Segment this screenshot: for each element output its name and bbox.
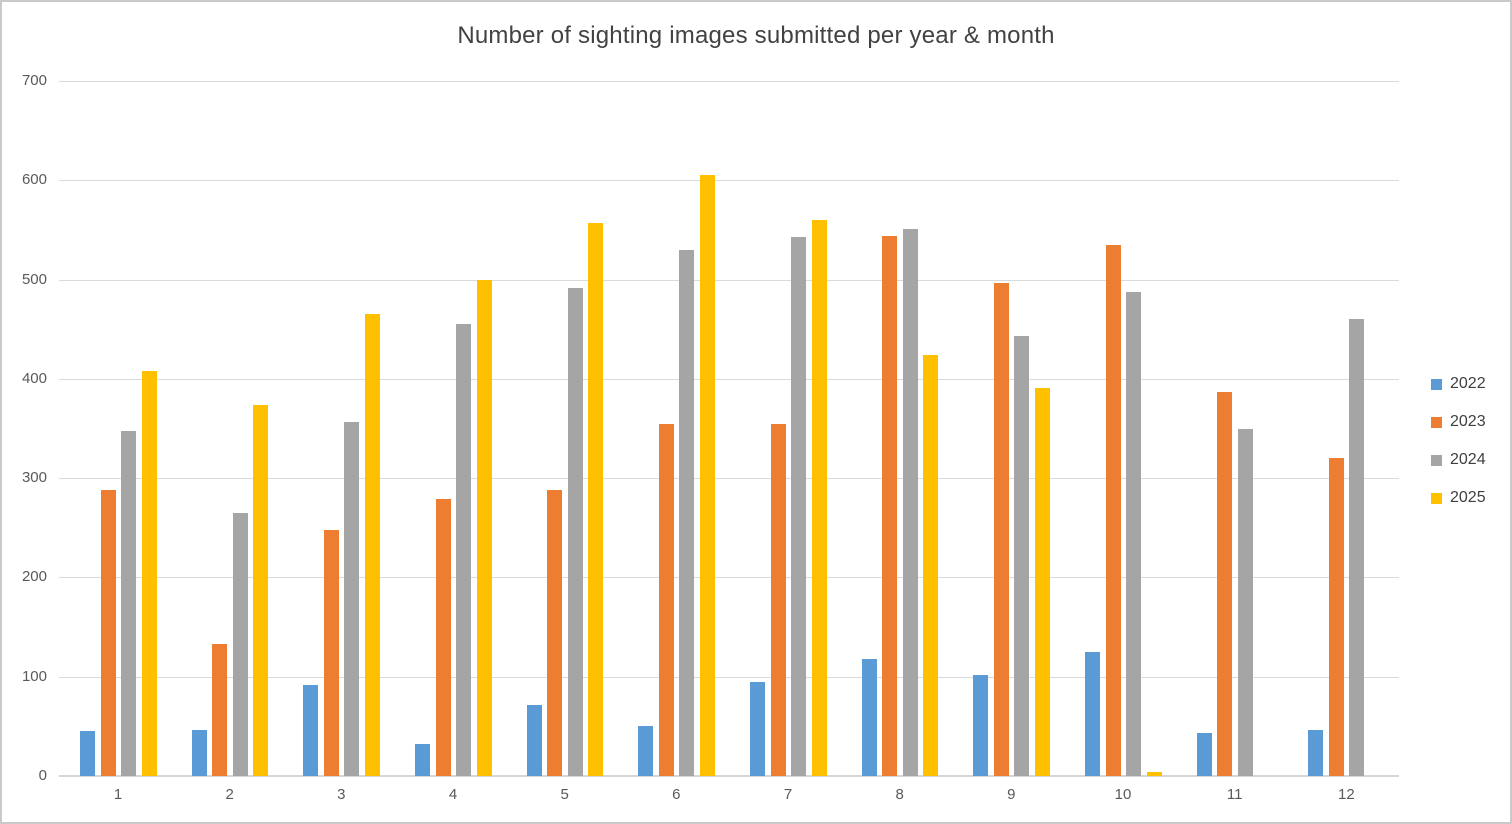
y-tick-label-300: 300 xyxy=(21,469,47,487)
y-tick-label-500: 500 xyxy=(21,270,47,288)
legend-marker-icon xyxy=(1431,378,1442,390)
bar-2025-month-10 xyxy=(1146,772,1162,776)
bar-2024-month-10 xyxy=(1126,292,1141,776)
x-tick-label-1: 1 xyxy=(113,786,123,803)
bar-2023-month-12 xyxy=(1328,458,1344,776)
bar-2025-month-3 xyxy=(364,314,380,776)
legend-label: 2025 xyxy=(1450,489,1486,506)
bar-2025-month-2 xyxy=(253,404,269,776)
bar-2023-month-6 xyxy=(658,423,674,776)
bar-2023-month-5 xyxy=(547,490,563,776)
bar-2022-month-4 xyxy=(415,744,430,776)
gridline-100 xyxy=(59,676,1399,678)
y-tick-label-100: 100 xyxy=(21,667,47,685)
gridline-300 xyxy=(59,478,1399,480)
x-tick-label-2: 2 xyxy=(225,786,234,803)
chart-legend: 2022 2023 2024 2025 xyxy=(1431,374,1486,526)
bar-2025-month-4 xyxy=(476,279,492,776)
y-tick-label-0: 0 xyxy=(38,767,47,784)
bar-2023-month-8 xyxy=(882,235,898,776)
bar-2023-month-10 xyxy=(1105,244,1121,776)
x-axis-line xyxy=(59,775,1399,777)
bar-2022-month-1 xyxy=(80,731,95,776)
bar-2023-month-1 xyxy=(100,490,116,776)
legend-marker-icon xyxy=(1431,492,1442,504)
legend-marker-icon xyxy=(1431,416,1442,428)
legend-entry-2023: 2023 xyxy=(1431,412,1486,432)
gridline-500 xyxy=(59,279,1399,281)
legend-marker-icon xyxy=(1431,454,1442,466)
bar-2025-month-7 xyxy=(811,220,827,776)
legend-entry-2024: 2024 xyxy=(1431,450,1486,470)
x-tick-label-10: 10 xyxy=(1114,786,1132,803)
bar-2023-month-9 xyxy=(993,282,1009,776)
bar-2025-month-5 xyxy=(588,222,604,776)
bar-2023-month-2 xyxy=(212,643,228,776)
bar-2024-month-5 xyxy=(567,287,583,776)
bar-2023-month-3 xyxy=(323,529,339,776)
bar-2023-month-7 xyxy=(770,423,786,776)
bar-2024-month-8 xyxy=(902,228,918,776)
x-tick-label-4: 4 xyxy=(448,786,458,803)
bar-2022-month-7 xyxy=(750,681,765,776)
x-tick-label-5: 5 xyxy=(560,786,569,803)
bar-2022-month-10 xyxy=(1085,651,1100,776)
x-tick-label-7: 7 xyxy=(783,786,793,803)
x-tick-label-6: 6 xyxy=(672,786,681,803)
bar-2025-month-1 xyxy=(141,370,157,776)
bar-2024-month-2 xyxy=(232,512,248,776)
bar-2024-month-9 xyxy=(1014,336,1030,776)
bar-2022-month-11 xyxy=(1196,733,1212,776)
bar-2025-month-8 xyxy=(923,355,939,776)
x-tick-label-9: 9 xyxy=(1007,786,1016,803)
bar-2022-month-12 xyxy=(1308,730,1324,776)
x-tick-label-12: 12 xyxy=(1337,786,1355,803)
bar-2022-month-2 xyxy=(191,730,207,776)
y-tick-label-600: 600 xyxy=(21,171,47,189)
legend-label: 2023 xyxy=(1450,413,1486,430)
bar-2024-month-6 xyxy=(679,249,695,776)
bar-2022-month-3 xyxy=(303,684,319,776)
bar-2022-month-9 xyxy=(973,674,989,776)
legend-label: 2022 xyxy=(1450,375,1486,392)
bar-2024-month-1 xyxy=(121,431,136,776)
x-tick-label-8: 8 xyxy=(895,786,904,803)
gridline-600 xyxy=(59,180,1399,182)
gridline-700 xyxy=(59,81,1399,82)
y-tick-label-700: 700 xyxy=(21,72,47,89)
bar-2023-month-4 xyxy=(435,498,451,776)
legend-entry-2022: 2022 xyxy=(1431,374,1486,394)
x-tick-label-11: 11 xyxy=(1226,786,1243,803)
bar-2025-month-9 xyxy=(1034,387,1050,776)
x-tick-label-3: 3 xyxy=(337,786,346,803)
bar-2022-month-6 xyxy=(638,726,654,776)
y-tick-label-200: 200 xyxy=(21,568,47,586)
gridline-200 xyxy=(59,577,1399,579)
bar-2024-month-11 xyxy=(1237,428,1253,776)
y-tick-label-400: 400 xyxy=(21,369,47,387)
bar-2022-month-5 xyxy=(526,704,542,776)
legend-entry-2025: 2025 xyxy=(1431,488,1486,508)
bar-2024-month-12 xyxy=(1349,319,1365,776)
gridline-400 xyxy=(59,378,1399,380)
bar-2024-month-7 xyxy=(791,236,806,776)
chart-title: Number of sighting images submitted per … xyxy=(457,22,1055,49)
bar-2022-month-8 xyxy=(861,658,877,776)
bar-2023-month-11 xyxy=(1217,391,1233,776)
bar-2024-month-3 xyxy=(344,421,360,776)
bar-2024-month-4 xyxy=(456,324,471,776)
bar-2025-month-6 xyxy=(699,175,715,776)
legend-label: 2024 xyxy=(1450,451,1486,468)
